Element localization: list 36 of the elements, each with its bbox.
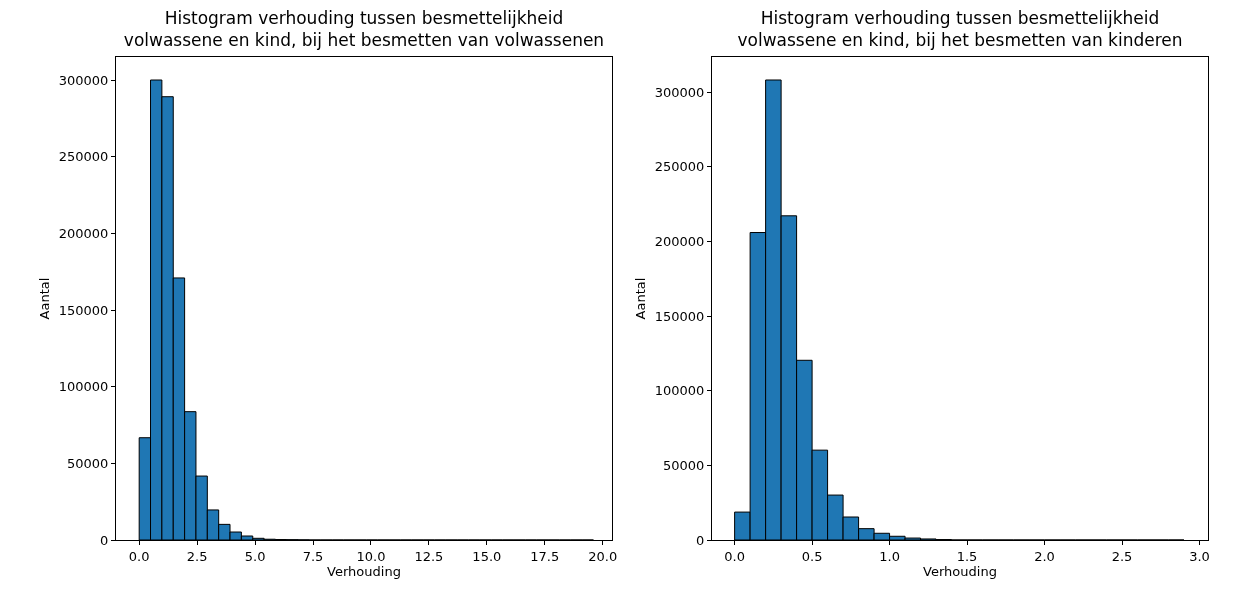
x-tick-label: 7.5 [302,548,324,564]
x-axis-title: Verhouding [923,564,997,580]
x-tick-label: 0.0 [724,548,745,564]
y-tick-label: 250000 [58,149,109,165]
y-tick-label: 300000 [654,84,705,100]
x-tick-label: 0.0 [128,548,150,564]
x-tick-label: 1.0 [879,548,900,564]
x-tick-label: 2.5 [186,548,208,564]
x-tick-label: 5.0 [244,548,266,564]
x-tick-label: 2.5 [1111,548,1133,564]
y-tick-label: 50000 [663,457,705,473]
x-axis-title: Verhouding [327,564,401,580]
chart-title: Histogram verhouding tussen besmettelijkheid volwassene en kind, bij het besmetten van kinderen [737,7,1183,51]
y-tick-label: 200000 [654,234,705,250]
y-tick-label: 300000 [58,72,109,88]
chart-title: Histogram verhouding tussen besmettelijkheid volwassene en kind, bij het besmetten van volwassenen [123,7,605,51]
y-tick-label: 100000 [58,379,109,395]
y-tick-label: 250000 [654,159,705,175]
y-tick-label: 200000 [58,225,109,241]
y-tick-label: 150000 [654,308,705,324]
x-tick-label: 15.0 [472,548,502,564]
x-tick-label: 0.5 [801,548,823,564]
y-tick-label: 150000 [58,302,109,318]
x-tick-label: 1.5 [956,548,978,564]
y-axis-title: Aantal [36,277,52,320]
y-axis-title: Aantal [632,277,648,320]
x-tick-label: 12.5 [414,548,444,564]
x-tick-label: 2.0 [1034,548,1055,564]
y-tick-label: 0 [100,532,109,548]
y-tick-label: 100000 [654,383,705,399]
x-tick-label: 10.0 [356,548,386,564]
x-tick-label: 17.5 [530,548,560,564]
x-tick-label: 20.0 [588,548,618,564]
y-tick-label: 50000 [67,455,109,471]
y-tick-label: 0 [696,532,705,548]
x-tick-label: 3.0 [1189,548,1210,564]
